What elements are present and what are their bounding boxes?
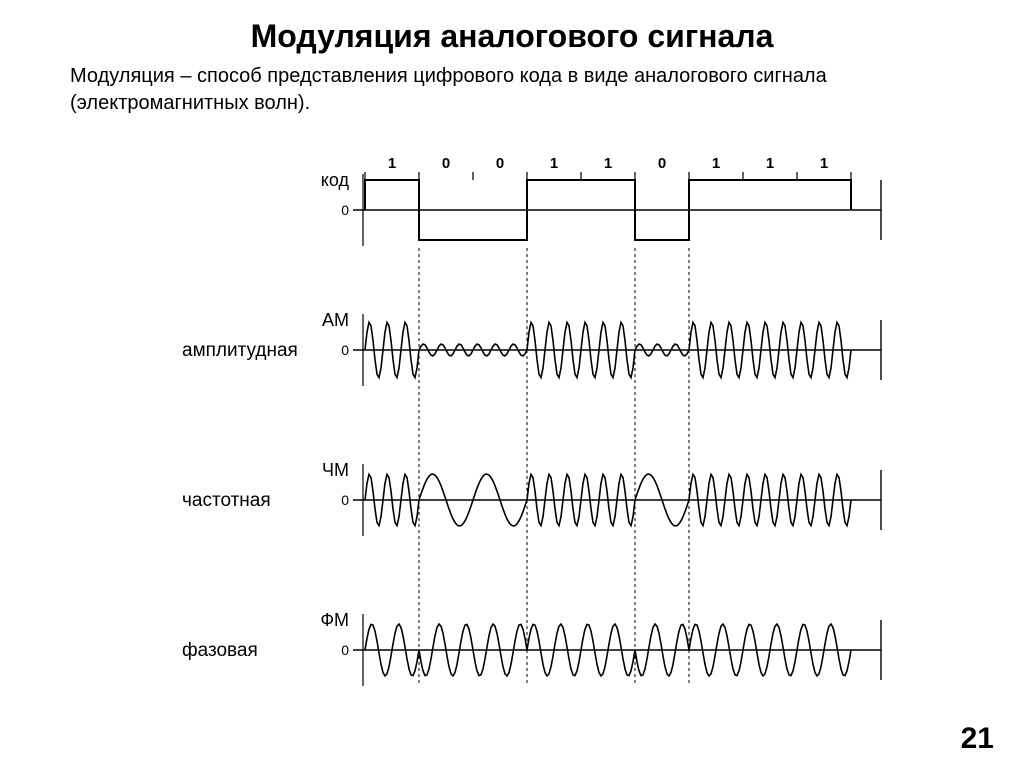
row-short-label: ЧМ	[322, 460, 349, 480]
bit-label: 0	[658, 155, 666, 172]
row-short-label: код	[321, 170, 350, 190]
bit-label: 1	[766, 155, 774, 172]
bit-label: 1	[712, 155, 720, 172]
zero-label: 0	[341, 642, 349, 658]
page-title: Модуляция аналогового сигнала	[0, 0, 1024, 55]
bit-label: 1	[820, 155, 828, 172]
row-long-label: амплитудная	[182, 340, 298, 361]
row-long-label: фазовая	[182, 640, 258, 661]
zero-label: 0	[341, 492, 349, 508]
bit-label: 0	[442, 155, 450, 172]
row-short-label: АМ	[322, 310, 349, 330]
diagram-svg: 1 0 0 1 1 0 1 1 1 0 код 0 АМ амплитудная 0 ЧМ частотная 0…	[140, 150, 900, 710]
bit-label: 1	[388, 155, 396, 172]
bit-label: 1	[604, 155, 612, 172]
bit-label: 0	[496, 155, 504, 172]
page-number: 21	[961, 722, 994, 756]
row-short-label: ФМ	[320, 610, 349, 630]
modulation-diagram: 1 0 0 1 1 0 1 1 1 0 код 0 АМ амплитудная 0 ЧМ частотная 0…	[140, 150, 900, 710]
zero-label: 0	[341, 342, 349, 358]
page-subtitle: Модуляция – способ представления цифрово…	[0, 55, 1024, 117]
zero-label: 0	[341, 202, 349, 218]
slide-page: Модуляция аналогового сигнала Модуляция …	[0, 0, 1024, 768]
bit-label: 1	[550, 155, 558, 172]
row-long-label: частотная	[182, 490, 271, 511]
